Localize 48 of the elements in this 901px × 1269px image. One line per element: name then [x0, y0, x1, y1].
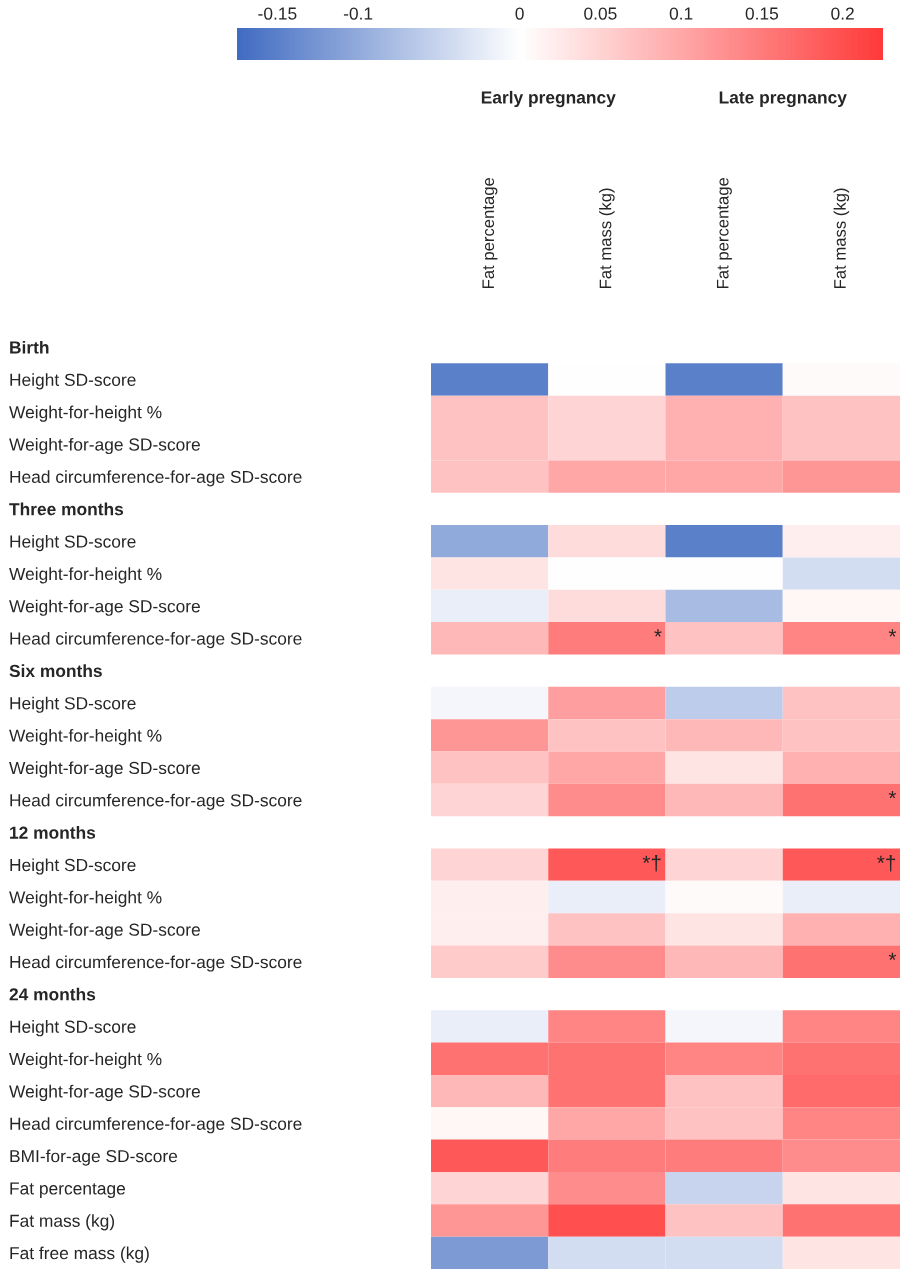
text: Late pregnancy: [719, 91, 847, 108]
y-tick-label: Fat free mass (kg): [10, 1246, 149, 1263]
data-label: *†: [877, 854, 896, 872]
y-tick-label: Head circumference-for-age SD-score: [10, 470, 302, 487]
data-label: *: [654, 629, 662, 637]
color-bar-label: 0: [515, 7, 524, 20]
color-bar-label: 0.15: [745, 7, 779, 20]
y-tick-label: Height SD-score: [10, 1020, 136, 1037]
y-tick-label: Weight-for-height %: [9, 405, 162, 422]
y-tick-label: Birth: [10, 340, 49, 354]
y-tick-label: Weight-for-age SD-score: [9, 599, 200, 616]
y-tick-label: Weight-for-height %: [9, 890, 162, 907]
y-tick-label: Weight-for-age SD-score: [9, 1084, 200, 1101]
data-label: *: [888, 629, 897, 637]
y-tick-label: Height SD-score: [10, 534, 136, 552]
y-tick-label: 24 months: [9, 987, 96, 1001]
data-label: *: [888, 791, 897, 799]
x-tick-label: Fat percentage: [482, 177, 498, 288]
text: Early pregnancy: [481, 90, 616, 108]
y-tick-label: Head circumference-for-age SD-score: [10, 1117, 302, 1134]
y-tick-label: Head circumference-for-age SD-score: [10, 955, 302, 972]
y-tick-label: Height SD-score: [10, 696, 136, 713]
y-tick-label: Weight-for-height %: [9, 1052, 162, 1069]
y-tick-label: Weight-for-height %: [9, 567, 162, 584]
y-tick-label: Head circumference-for-age SD-score: [10, 631, 302, 649]
y-tick-label: Height SD-score: [10, 858, 136, 875]
y-tick-label: Weight-for-height %: [9, 729, 162, 746]
color-bar-label: 0.1: [669, 7, 693, 20]
y-tick-label: Three months: [9, 502, 124, 516]
y-tick-label: Six months: [9, 664, 102, 678]
data-label: *†: [642, 854, 661, 872]
color-bar-label: 0.05: [584, 7, 617, 20]
x-tick-label: Fat percentage: [716, 177, 732, 288]
y-tick-label: Weight-for-age SD-score: [9, 761, 200, 778]
color-bar-label: -0.15: [258, 7, 297, 20]
y-tick-label: 12 months: [10, 826, 96, 839]
color-bar-label: -0.1: [343, 7, 373, 20]
y-tick-label: Fat mass (kg): [10, 1214, 115, 1231]
data-label: *: [888, 952, 897, 961]
y-tick-label: Weight-for-age SD-score: [9, 923, 200, 940]
y-tick-label: Weight-for-age SD-score: [9, 437, 200, 455]
color-bar-label: 0.2: [831, 7, 854, 20]
y-tick-label: BMI-for-age SD-score: [10, 1149, 178, 1166]
y-tick-label: Head circumference-for-age SD-score: [10, 793, 302, 810]
x-tick-label: Fat mass (kg): [833, 188, 850, 288]
y-tick-label: Height SD-score: [10, 373, 136, 390]
x-tick-label: Fat mass (kg): [599, 188, 615, 288]
y-tick-label: Fat percentage: [10, 1182, 126, 1199]
